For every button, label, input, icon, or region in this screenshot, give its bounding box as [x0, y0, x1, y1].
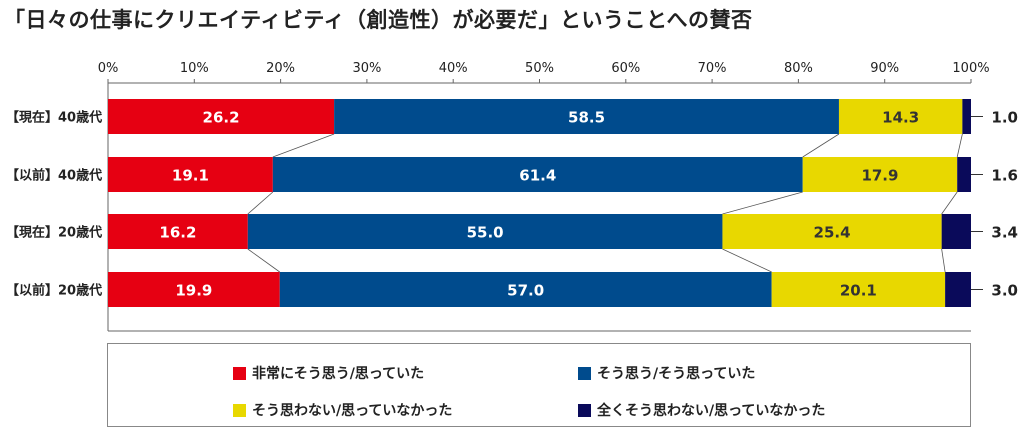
data-label: 16.2 [159, 224, 196, 242]
connector-line [941, 248, 946, 273]
bar-segment [272, 157, 803, 192]
x-tick-label: 80% [784, 61, 813, 76]
data-label: 1.6 [991, 167, 1018, 185]
legend-swatch-blue [578, 366, 591, 380]
connector-line [722, 248, 772, 273]
legend-item-disagree: そう思わない/思っていなかった [233, 400, 452, 420]
chart-title: 「日々の仕事にクリエイティビティ（創造性）が必要だ」ということへの賛否 [4, 8, 753, 32]
legend-label-agree: そう思う/そう思っていた [597, 366, 756, 382]
legend-item-strongly-agree: 非常にそう思う/思っていた [233, 363, 424, 383]
data-label: 20.1 [840, 282, 877, 300]
x-tick-label: 40% [439, 61, 468, 76]
data-label: 1.0 [991, 109, 1018, 127]
legend-swatch-red [233, 366, 246, 380]
legend-swatch-yellow [233, 403, 246, 417]
x-tick-label: 20% [266, 61, 295, 76]
connector-line [802, 133, 840, 158]
bar-segment [108, 214, 248, 249]
x-tick-label: 100% [952, 61, 989, 76]
legend: 非常にそう思う/思っていた そう思う/そう思っていた そう思わない/思っていなか… [107, 343, 971, 427]
data-label: 17.9 [861, 167, 898, 185]
data-label: 19.9 [175, 282, 212, 300]
x-tick-label: 50% [525, 61, 554, 76]
legend-label-strongly-agree: 非常にそう思う/思っていた [252, 366, 425, 382]
connector-line [941, 191, 958, 215]
bar-segment [722, 214, 942, 249]
data-label: 61.4 [519, 167, 556, 185]
x-tick-label: 0% [98, 61, 119, 76]
legend-swatch-navy [578, 403, 591, 417]
data-label: 58.5 [568, 109, 605, 127]
data-label: 26.2 [203, 109, 240, 127]
legend-item-strongly-disagree: 全くそう思わない/思っていなかった [578, 400, 825, 420]
data-label: 55.0 [467, 224, 504, 242]
data-label: 57.0 [507, 282, 544, 300]
x-tick-label: 30% [352, 61, 381, 76]
bar-segment [945, 272, 971, 307]
category-label: 【現在】20歳代 [6, 225, 102, 241]
legend-label-disagree: そう思わない/思っていなかった [252, 403, 453, 419]
legend-item-agree: そう思う/そう思っていた [578, 363, 755, 383]
connector-line [956, 133, 963, 158]
data-label: 3.0 [991, 282, 1018, 300]
bar-segment [108, 272, 280, 307]
connector-line [722, 191, 803, 215]
bar-segment [108, 99, 335, 134]
category-label: 【以前】40歳代 [6, 168, 102, 184]
bar-segment [771, 272, 946, 307]
data-label: 14.3 [882, 109, 919, 127]
bar-segment [108, 157, 273, 192]
legend-label-strongly-disagree: 全くそう思わない/思っていなかった [597, 403, 826, 419]
category-label: 【現在】40歳代 [6, 110, 102, 126]
x-tick-label: 90% [870, 61, 899, 76]
data-label: 19.1 [172, 167, 209, 185]
bar-segment [957, 157, 971, 192]
bar-segment [941, 214, 971, 249]
connector-line [247, 191, 274, 215]
bar-segment [838, 99, 963, 134]
data-label: 3.4 [991, 224, 1018, 242]
bar-segment [247, 214, 723, 249]
connector-line [247, 248, 280, 273]
bar-segment [962, 99, 971, 134]
connector-line [272, 133, 335, 158]
x-tick-label: 10% [180, 61, 209, 76]
data-label: 25.4 [814, 224, 851, 242]
bar-segment [802, 157, 958, 192]
x-tick-label: 70% [698, 61, 727, 76]
bar-segment [334, 99, 839, 134]
x-tick-label: 60% [611, 61, 640, 76]
bar-segment [279, 272, 772, 307]
category-label: 【以前】20歳代 [6, 283, 102, 299]
